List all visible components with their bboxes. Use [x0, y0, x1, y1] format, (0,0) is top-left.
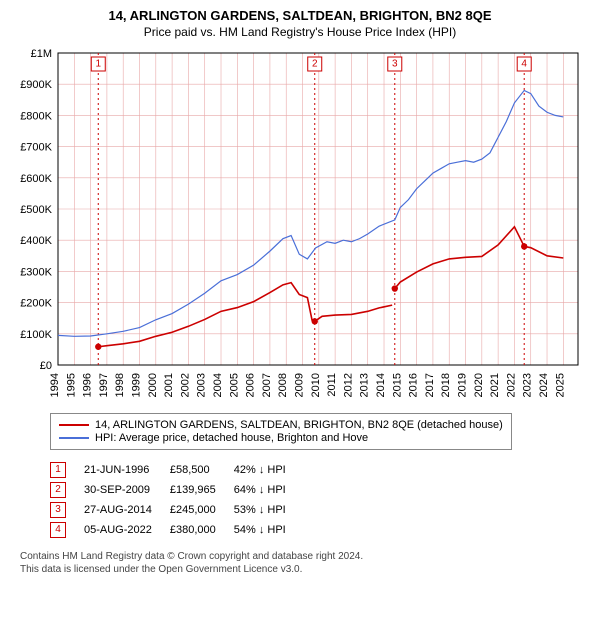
tx-diff: 64% ↓ HPI [234, 482, 304, 498]
table-row: 2 30-SEP-2009£139,96564% ↓ HPI [50, 482, 304, 498]
svg-text:2015: 2015 [391, 373, 403, 397]
svg-text:£0: £0 [40, 360, 52, 372]
svg-text:£500K: £500K [20, 204, 52, 216]
legend-swatch [59, 437, 89, 439]
svg-text:2007: 2007 [261, 373, 273, 397]
tx-date: 27-AUG-2014 [84, 502, 170, 518]
tx-date: 05-AUG-2022 [84, 522, 170, 538]
svg-text:1999: 1999 [131, 373, 143, 397]
svg-text:2003: 2003 [196, 373, 208, 397]
svg-text:2005: 2005 [228, 373, 240, 397]
tx-date: 30-SEP-2009 [84, 482, 170, 498]
legend: 14, ARLINGTON GARDENS, SALTDEAN, BRIGHTO… [50, 413, 512, 450]
table-row: 4 05-AUG-2022£380,00054% ↓ HPI [50, 522, 304, 538]
svg-text:2006: 2006 [245, 373, 257, 397]
svg-text:2013: 2013 [359, 373, 371, 397]
svg-text:2012: 2012 [342, 373, 354, 397]
tx-price: £380,000 [170, 522, 234, 538]
table-row: 3 27-AUG-2014£245,00053% ↓ HPI [50, 502, 304, 518]
svg-text:1996: 1996 [82, 373, 94, 397]
transactions-table: 1 21-JUN-1996£58,50042% ↓ HPI 2 30-SEP-2009… [50, 458, 304, 542]
svg-text:£800K: £800K [20, 110, 52, 122]
svg-text:1994: 1994 [49, 373, 61, 397]
svg-text:2025: 2025 [554, 373, 566, 397]
svg-text:2001: 2001 [163, 373, 175, 397]
svg-text:4: 4 [521, 59, 527, 70]
legend-label: 14, ARLINGTON GARDENS, SALTDEAN, BRIGHTO… [95, 419, 503, 431]
svg-text:1998: 1998 [114, 373, 126, 397]
footer: Contains HM Land Registry data © Crown c… [20, 550, 590, 576]
tx-price: £245,000 [170, 502, 234, 518]
chart-subtitle: Price paid vs. HM Land Registry's House … [10, 25, 590, 39]
tx-marker: 1 [50, 462, 66, 478]
svg-text:2000: 2000 [147, 373, 159, 397]
svg-text:£900K: £900K [20, 79, 52, 91]
svg-text:2014: 2014 [375, 373, 387, 397]
chart-title: 14, ARLINGTON GARDENS, SALTDEAN, BRIGHTO… [10, 8, 590, 23]
svg-text:2022: 2022 [505, 373, 517, 397]
tx-date: 21-JUN-1996 [84, 462, 170, 478]
svg-text:2008: 2008 [277, 373, 289, 397]
chart-svg: £0 £100K £200K £300K £400K £500K £600K £700K £80… [10, 45, 590, 405]
svg-text:£700K: £700K [20, 142, 52, 154]
legend-swatch [59, 424, 89, 426]
legend-row: HPI: Average price, detached house, Brig… [59, 432, 503, 444]
svg-text:1995: 1995 [65, 373, 77, 397]
svg-text:2021: 2021 [489, 373, 501, 397]
legend-label: HPI: Average price, detached house, Brig… [95, 432, 368, 444]
tx-diff: 54% ↓ HPI [234, 522, 304, 538]
chart-container: 14, ARLINGTON GARDENS, SALTDEAN, BRIGHTO… [0, 0, 600, 586]
svg-text:2011: 2011 [326, 373, 338, 397]
svg-text:2: 2 [312, 59, 318, 70]
svg-text:2023: 2023 [522, 373, 534, 397]
svg-text:1: 1 [95, 59, 101, 70]
svg-text:£300K: £300K [20, 266, 52, 278]
svg-text:£600K: £600K [20, 173, 52, 185]
footer-line1: Contains HM Land Registry data © Crown c… [20, 550, 590, 563]
legend-row: 14, ARLINGTON GARDENS, SALTDEAN, BRIGHTO… [59, 419, 503, 431]
chart-area: £0 £100K £200K £300K £400K £500K £600K £700K £80… [10, 45, 590, 405]
svg-text:2010: 2010 [310, 373, 322, 397]
svg-text:£200K: £200K [20, 298, 52, 310]
tx-diff: 42% ↓ HPI [234, 462, 304, 478]
table-row: 1 21-JUN-1996£58,50042% ↓ HPI [50, 462, 304, 478]
svg-text:2024: 2024 [538, 373, 550, 397]
tx-marker: 3 [50, 502, 66, 518]
tx-marker: 4 [50, 522, 66, 538]
svg-text:2016: 2016 [408, 373, 420, 397]
tx-marker: 2 [50, 482, 66, 498]
tx-diff: 53% ↓ HPI [234, 502, 304, 518]
svg-text:£1M: £1M [31, 48, 52, 60]
svg-text:2018: 2018 [440, 373, 452, 397]
svg-text:£100K: £100K [20, 329, 52, 341]
svg-text:2019: 2019 [457, 373, 469, 397]
svg-text:2017: 2017 [424, 373, 436, 397]
tx-price: £58,500 [170, 462, 234, 478]
svg-text:£400K: £400K [20, 235, 52, 247]
svg-text:2020: 2020 [473, 373, 485, 397]
svg-text:2002: 2002 [179, 373, 191, 397]
tx-price: £139,965 [170, 482, 234, 498]
svg-text:1997: 1997 [98, 373, 110, 397]
svg-text:3: 3 [392, 59, 398, 70]
svg-text:2004: 2004 [212, 373, 224, 397]
svg-text:2009: 2009 [294, 373, 306, 397]
footer-line2: This data is licensed under the Open Gov… [20, 563, 590, 576]
